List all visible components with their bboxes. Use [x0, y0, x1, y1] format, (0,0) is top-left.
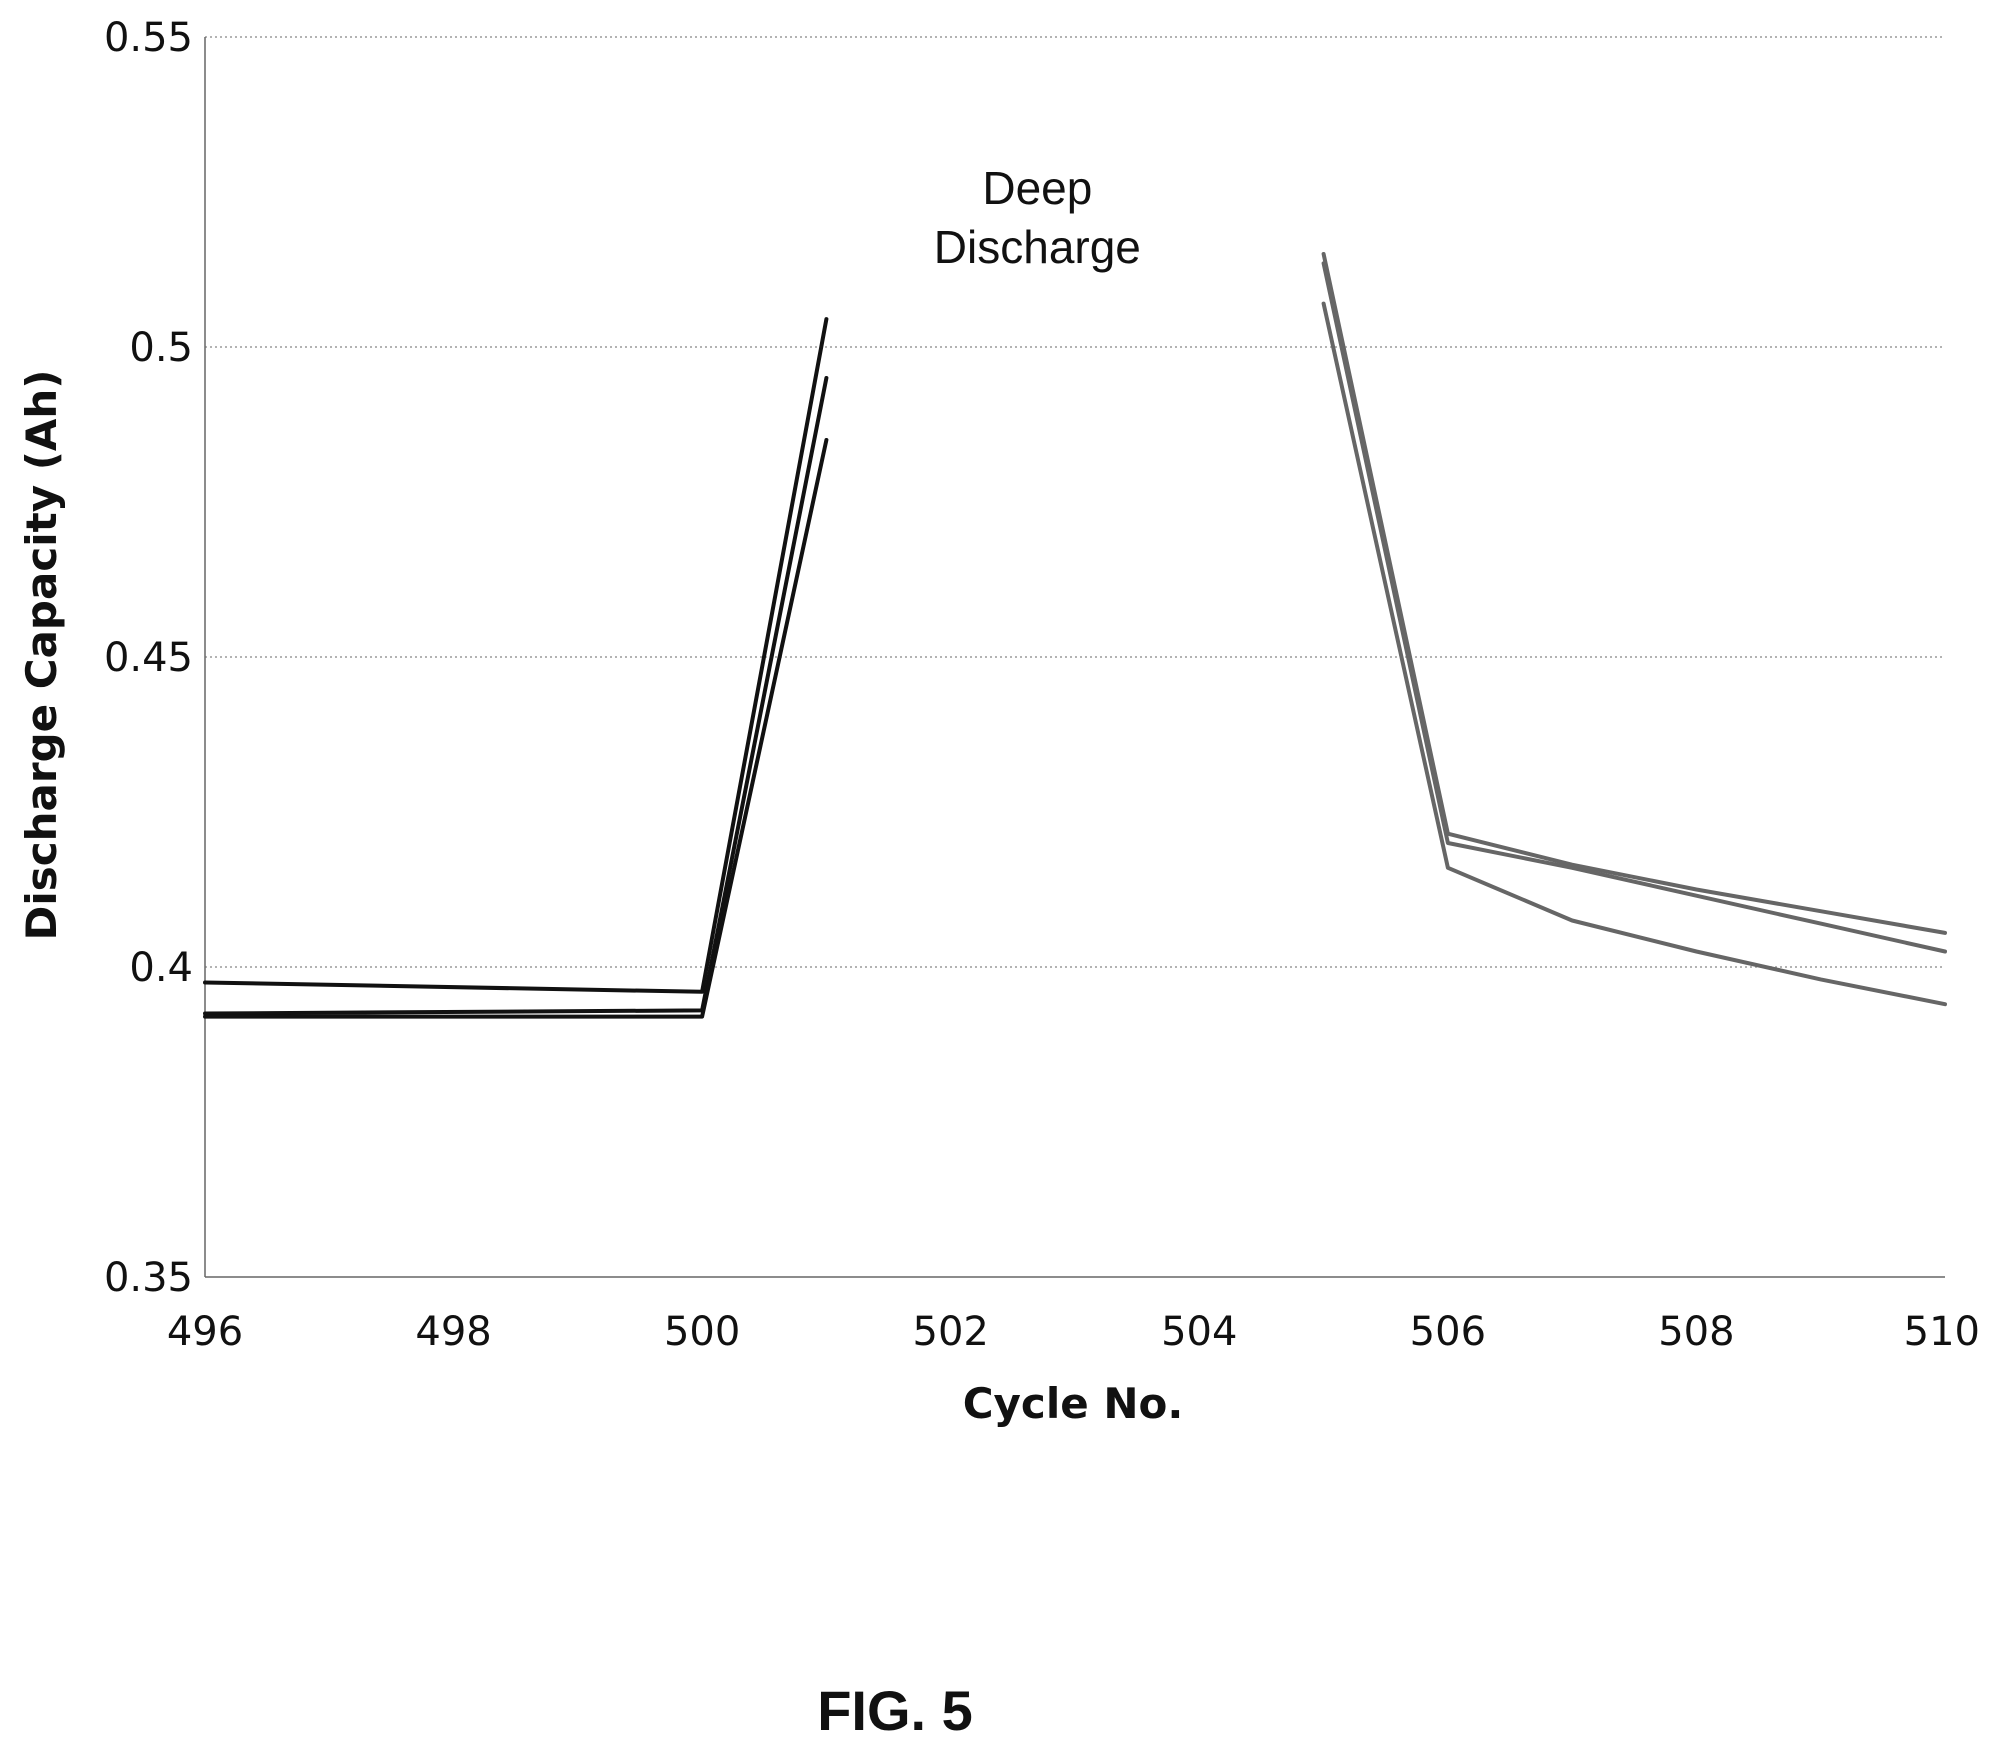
figure-label: FIG. 5 [817, 1679, 973, 1742]
series-line-3 [203, 438, 829, 1019]
series-line-6 [1321, 301, 1947, 1007]
series-line-5 [1321, 261, 1947, 954]
y-tick-labels: 0.35 0.4 0.45 0.5 0.55 [104, 15, 193, 1301]
deep-discharge-annotation-line-1: Deep [982, 162, 1092, 214]
series-line-4 [1321, 252, 1947, 935]
y-tick-label: 0.35 [104, 1255, 193, 1301]
series-lines [203, 252, 1947, 1019]
x-tick-labels: 496 498 500 502 504 506 508 510 [167, 1309, 1980, 1355]
series-line-1 [203, 317, 829, 994]
x-tick-label: 508 [1658, 1309, 1734, 1355]
x-tick-label: 502 [913, 1309, 989, 1355]
x-axis-title: Cycle No. [963, 1379, 1184, 1428]
x-tick-label: 498 [415, 1309, 491, 1355]
axes [204, 37, 1945, 1278]
grid-lines [205, 36, 1945, 968]
y-tick-label: 0.55 [104, 15, 193, 61]
x-tick-label: 500 [664, 1309, 740, 1355]
x-tick-label: 510 [1904, 1309, 1980, 1355]
x-tick-label: 506 [1410, 1309, 1486, 1355]
y-tick-label: 0.4 [129, 945, 193, 991]
x-tick-label: 496 [167, 1309, 243, 1355]
y-tick-label: 0.5 [129, 325, 193, 371]
deep-discharge-annotation-line-2: Discharge [934, 221, 1141, 273]
y-axis-title: Discharge Capacity (Ah) [17, 369, 66, 940]
x-tick-label: 504 [1161, 1309, 1237, 1355]
series-line-2 [203, 376, 829, 1016]
y-tick-label: 0.45 [104, 635, 193, 681]
